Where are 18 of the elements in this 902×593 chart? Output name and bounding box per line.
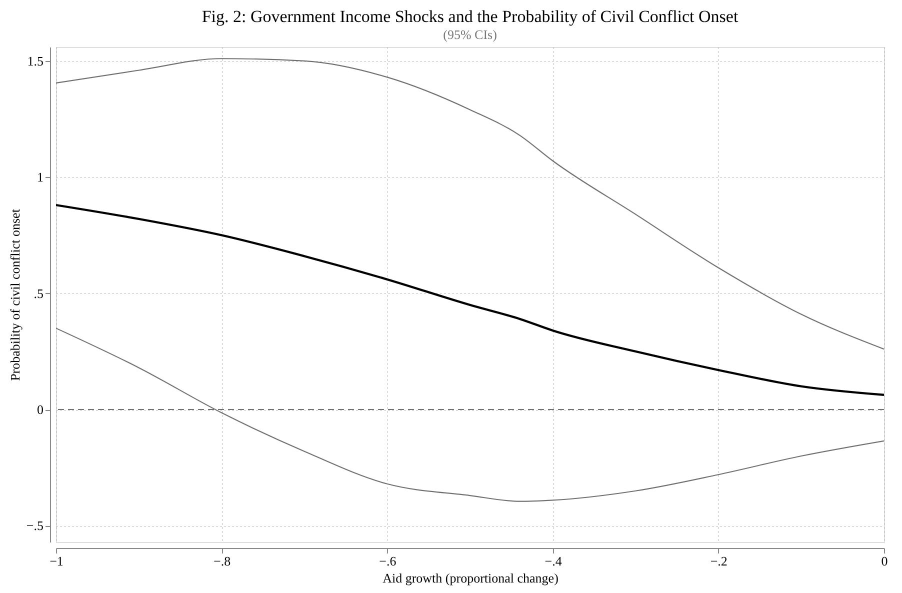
y-tick-label: 1 <box>37 170 44 185</box>
y-axis-title: Probability of civil conflict onset <box>7 208 22 381</box>
x-tick-label: −.2 <box>710 554 728 568</box>
y-tick-label: 1.5 <box>27 53 44 68</box>
chart-title: Fig. 2: Government Income Shocks and the Probability of Civil Conflict Onset <box>202 7 738 26</box>
x-tick-label: −.8 <box>214 554 231 568</box>
line-series <box>56 58 884 350</box>
y-tick-label: −.5 <box>26 518 44 534</box>
chart-subtitle: (95% CIs) <box>443 27 497 42</box>
x-tick-label: −.6 <box>379 554 397 568</box>
x-tick-label: 0 <box>881 554 888 568</box>
x-axis-title: Aid growth (proportional change) <box>382 570 558 586</box>
y-tick-label: 0 <box>37 402 44 418</box>
x-tick-label: −.4 <box>544 554 562 568</box>
line-series <box>56 204 884 396</box>
y-tick-label: .5 <box>34 286 44 301</box>
x-tick-label: −1 <box>50 554 64 568</box>
line-series <box>56 328 884 502</box>
